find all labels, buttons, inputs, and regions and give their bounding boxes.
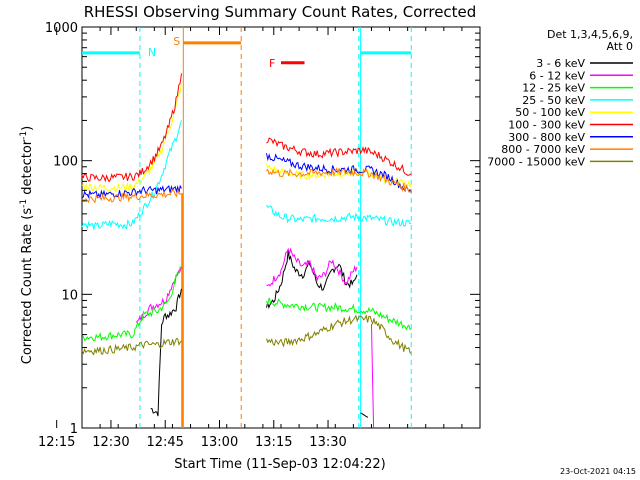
- footer-timestamp: 23-Oct-2021 04:15: [560, 467, 636, 476]
- chart-title: RHESSI Observing Summary Count Rates, Co…: [84, 3, 477, 21]
- legend-label-5: 100 - 300 keV: [508, 119, 585, 132]
- x-tick-label-3: 13:00: [201, 435, 238, 450]
- y-tick-label-0: 1: [70, 422, 78, 437]
- series-1-seg3: [371, 323, 375, 429]
- plot-border: [81, 26, 481, 429]
- y-axis-label: Corrected Count Rate (s-1 detector-1): [19, 126, 35, 364]
- x-tick-label-4: 13:15: [255, 435, 292, 450]
- series-5-seg1: [81, 73, 182, 183]
- series-2-seg2: [266, 297, 412, 331]
- legend-label-2: 12 - 25 keV: [522, 82, 585, 95]
- legend-label-0: 3 - 6 keV: [536, 57, 585, 70]
- series-7-seg1: [81, 189, 182, 204]
- series-8-seg1: [81, 338, 182, 356]
- x-tick-label-5: 13:30: [309, 435, 346, 450]
- interval-label-1: S: [173, 35, 180, 48]
- legend-label-8: 7000 - 15000 keV: [487, 155, 585, 168]
- series-3: [81, 120, 412, 231]
- legend-label-7: 800 - 7000 keV: [501, 143, 585, 156]
- series-3-seg1: [81, 120, 182, 231]
- interval-label-0: N: [148, 46, 156, 59]
- series-4-seg1: [81, 83, 182, 193]
- y-tick-label-2: 100: [53, 155, 78, 170]
- y-axis-label-part2: detector: [20, 139, 35, 199]
- legend-label-4: 50 - 100 keV: [515, 106, 585, 119]
- legend-label-6: 300 - 800 keV: [508, 131, 585, 144]
- y-axis-label-sup2: -1: [19, 131, 29, 140]
- observing-intervals: N S F: [82, 35, 412, 70]
- y-axis-label-part3: ): [20, 126, 35, 131]
- series-0-seg2: [266, 250, 358, 310]
- legend-header-line2: Att 0: [607, 40, 633, 53]
- series-3-seg2: [266, 204, 412, 227]
- legend-label-1: 6 - 12 keV: [529, 69, 585, 82]
- series-1-seg1: [135, 266, 182, 323]
- series-5: [81, 73, 412, 183]
- y-axis-label-part1: Corrected Count Rate (s: [20, 208, 35, 365]
- series-7: [81, 167, 412, 204]
- series-5-seg2: [266, 137, 412, 176]
- series-2-seg1: [81, 266, 182, 342]
- y-tick-label-3: 1000: [45, 21, 78, 36]
- series-2: [81, 266, 412, 342]
- plot-frame: [81, 26, 481, 429]
- legend-header-line1: Det 1,3,4,5,6,9,: [547, 28, 633, 41]
- series-group: [81, 73, 412, 429]
- x-tick-label-2: 12:45: [146, 435, 183, 450]
- series-0-seg1: [150, 288, 182, 417]
- series-8: [81, 314, 412, 356]
- series-8-seg2: [266, 314, 412, 354]
- y-tick-label-1: 10: [61, 288, 78, 303]
- axis-ticks: 12:15 12:30 12:45 13:00 13:15 13:30 1 10 100 1000: [38, 21, 480, 450]
- x-tick-label-1: 12:30: [92, 435, 129, 450]
- x-axis-label: Start Time (11-Sep-03 12:04:22): [174, 457, 385, 472]
- series-1-seg2: [266, 247, 358, 287]
- series-0-seg3: [360, 412, 369, 418]
- series-1: [135, 247, 375, 429]
- legend-label-3: 25 - 50 keV: [522, 94, 585, 107]
- overlay-lines: [139, 27, 412, 428]
- interval-label-2: F: [269, 57, 275, 70]
- series-6-seg1: [81, 184, 182, 200]
- x-tick-label-0: 12:15: [38, 435, 75, 450]
- y-axis-label-sup1: -1: [19, 199, 29, 208]
- series-7-seg2: [266, 167, 412, 193]
